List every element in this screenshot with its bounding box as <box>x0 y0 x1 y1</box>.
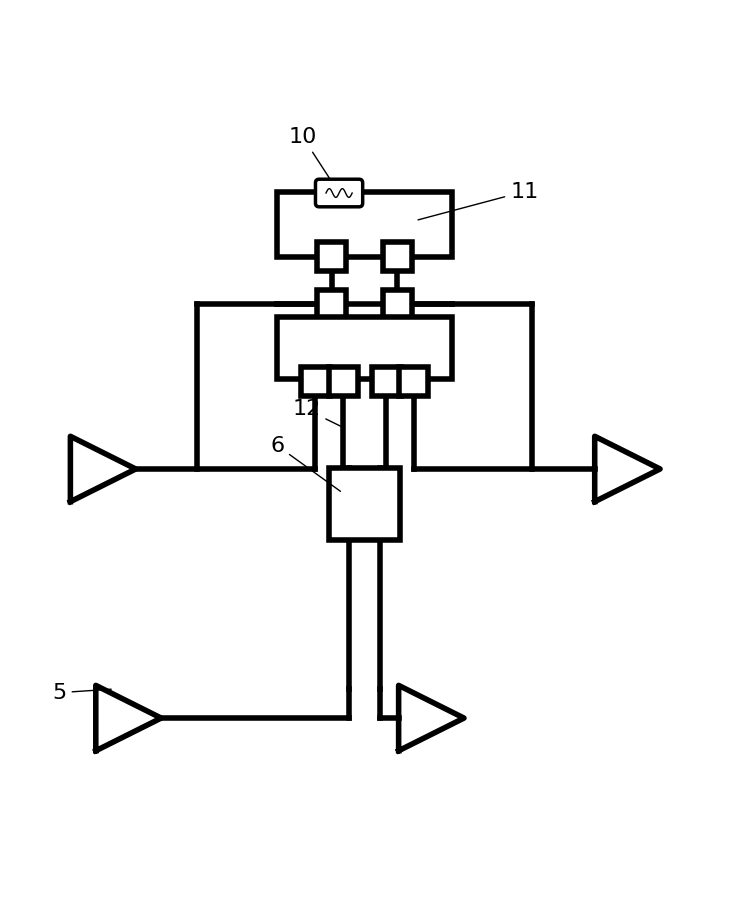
Bar <box>300 367 330 396</box>
Bar <box>372 367 401 396</box>
Bar <box>277 317 452 379</box>
Bar <box>366 475 394 502</box>
Text: 10: 10 <box>289 127 338 190</box>
Bar <box>383 243 412 272</box>
FancyBboxPatch shape <box>316 179 363 207</box>
Bar <box>329 467 400 540</box>
Bar <box>329 367 358 396</box>
Text: 5: 5 <box>52 682 112 703</box>
Text: 11: 11 <box>418 181 539 220</box>
Bar <box>335 506 363 534</box>
Bar <box>317 243 346 272</box>
Text: 6: 6 <box>270 436 340 491</box>
Bar <box>399 367 429 396</box>
Bar <box>317 290 346 319</box>
Bar <box>335 475 363 502</box>
Bar <box>366 506 394 534</box>
Bar <box>383 290 412 319</box>
Bar <box>277 191 452 257</box>
Text: 12: 12 <box>292 400 341 427</box>
